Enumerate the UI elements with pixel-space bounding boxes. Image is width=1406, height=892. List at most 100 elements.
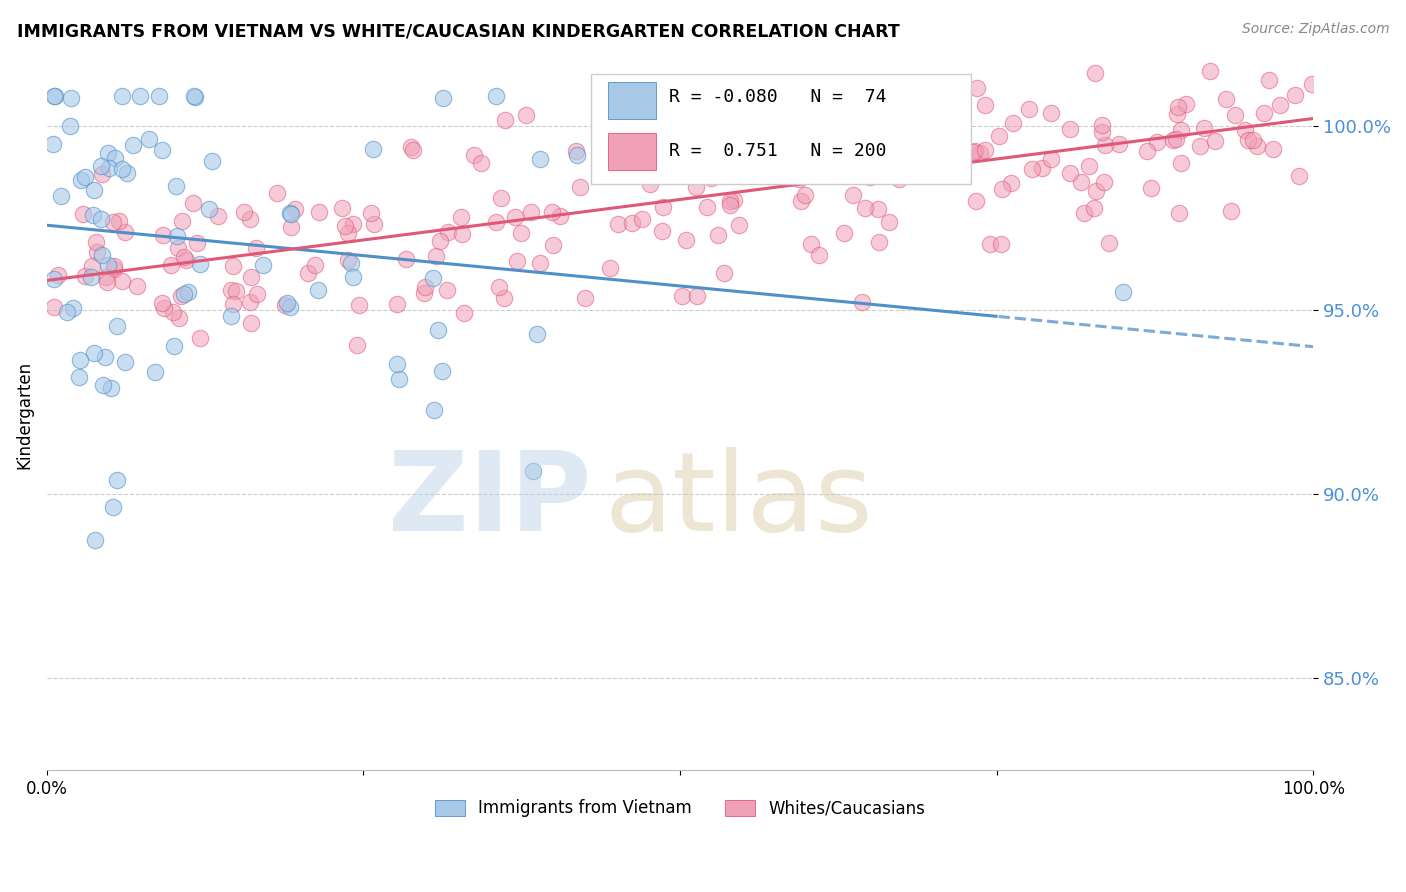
Point: [101, 215, 124, 229]
Point: [97, 258, 120, 272]
Point: [222, 260, 245, 274]
Point: [232, 205, 254, 219]
Point: [1246, 138, 1268, 153]
Point: [699, 80, 721, 95]
Point: [1059, 165, 1081, 179]
Point: [747, 136, 769, 151]
Point: [163, 339, 186, 353]
Point: [225, 284, 247, 298]
Point: [207, 209, 229, 223]
Point: [1091, 125, 1114, 139]
Point: [402, 143, 425, 157]
Point: [422, 271, 444, 285]
Point: [991, 182, 1014, 196]
Point: [1098, 235, 1121, 250]
Point: [1146, 136, 1168, 150]
Point: [1083, 201, 1105, 215]
FancyBboxPatch shape: [607, 82, 657, 119]
Point: [503, 211, 526, 225]
Point: [297, 266, 319, 280]
Point: [1167, 100, 1189, 114]
Point: [69, 353, 91, 368]
Point: [159, 258, 181, 272]
Point: [114, 355, 136, 369]
Point: [90, 212, 112, 227]
Point: [651, 224, 673, 238]
Point: [832, 226, 855, 240]
Point: [679, 149, 702, 163]
Point: [1257, 72, 1279, 87]
Point: [541, 238, 564, 252]
Point: [463, 148, 485, 162]
Point: [665, 161, 688, 176]
Point: [1215, 92, 1237, 106]
Point: [360, 205, 382, 219]
Point: [787, 172, 810, 186]
Point: [399, 140, 422, 154]
Point: [152, 296, 174, 310]
Point: [150, 143, 173, 157]
Point: [1175, 97, 1198, 112]
Point: [90, 159, 112, 173]
Point: [83, 183, 105, 197]
Point: [148, 89, 170, 103]
Point: [284, 202, 307, 216]
Point: [529, 255, 551, 269]
Point: [138, 132, 160, 146]
Point: [1166, 132, 1188, 146]
Point: [82, 208, 104, 222]
Point: [1263, 142, 1285, 156]
Point: [1170, 156, 1192, 170]
Point: [1039, 105, 1062, 120]
Point: [1084, 184, 1107, 198]
Point: [1166, 107, 1188, 121]
Point: [492, 291, 515, 305]
Point: [1223, 108, 1246, 122]
Point: [183, 196, 205, 211]
Point: [470, 156, 492, 170]
Point: [630, 211, 652, 226]
Point: [111, 161, 134, 176]
Point: [903, 93, 925, 107]
Point: [1189, 139, 1212, 153]
Point: [276, 296, 298, 310]
Point: [727, 218, 749, 232]
Point: [84, 533, 107, 548]
Point: [640, 177, 662, 191]
Point: [307, 283, 329, 297]
Point: [1078, 159, 1101, 173]
Point: [62, 301, 84, 315]
Point: [548, 209, 571, 223]
Point: [172, 214, 194, 228]
Point: [425, 249, 447, 263]
Point: [388, 372, 411, 386]
Point: [60, 90, 83, 104]
Point: [363, 217, 385, 231]
Point: [671, 289, 693, 303]
Point: [973, 143, 995, 157]
Point: [278, 300, 301, 314]
Point: [46, 268, 69, 283]
Text: IMMIGRANTS FROM VIETNAM VS WHITE/CAUCASIAN KINDERGARTEN CORRELATION CHART: IMMIGRANTS FROM VIETNAM VS WHITE/CAUCASI…: [17, 22, 900, 40]
Point: [685, 180, 707, 194]
Point: [887, 133, 910, 147]
Point: [505, 253, 527, 268]
Point: [890, 114, 912, 128]
Text: ZIP: ZIP: [388, 447, 592, 554]
Point: [122, 137, 145, 152]
Point: [173, 287, 195, 301]
Point: [280, 205, 302, 219]
Point: [86, 235, 108, 249]
Point: [451, 227, 474, 241]
Point: [868, 235, 890, 249]
Point: [105, 319, 128, 334]
Point: [1021, 162, 1043, 177]
Point: [221, 283, 243, 297]
Point: [167, 241, 190, 255]
Point: [100, 381, 122, 395]
Point: [520, 204, 543, 219]
Point: [184, 90, 207, 104]
Point: [494, 112, 516, 127]
Point: [201, 153, 224, 168]
Point: [239, 270, 262, 285]
